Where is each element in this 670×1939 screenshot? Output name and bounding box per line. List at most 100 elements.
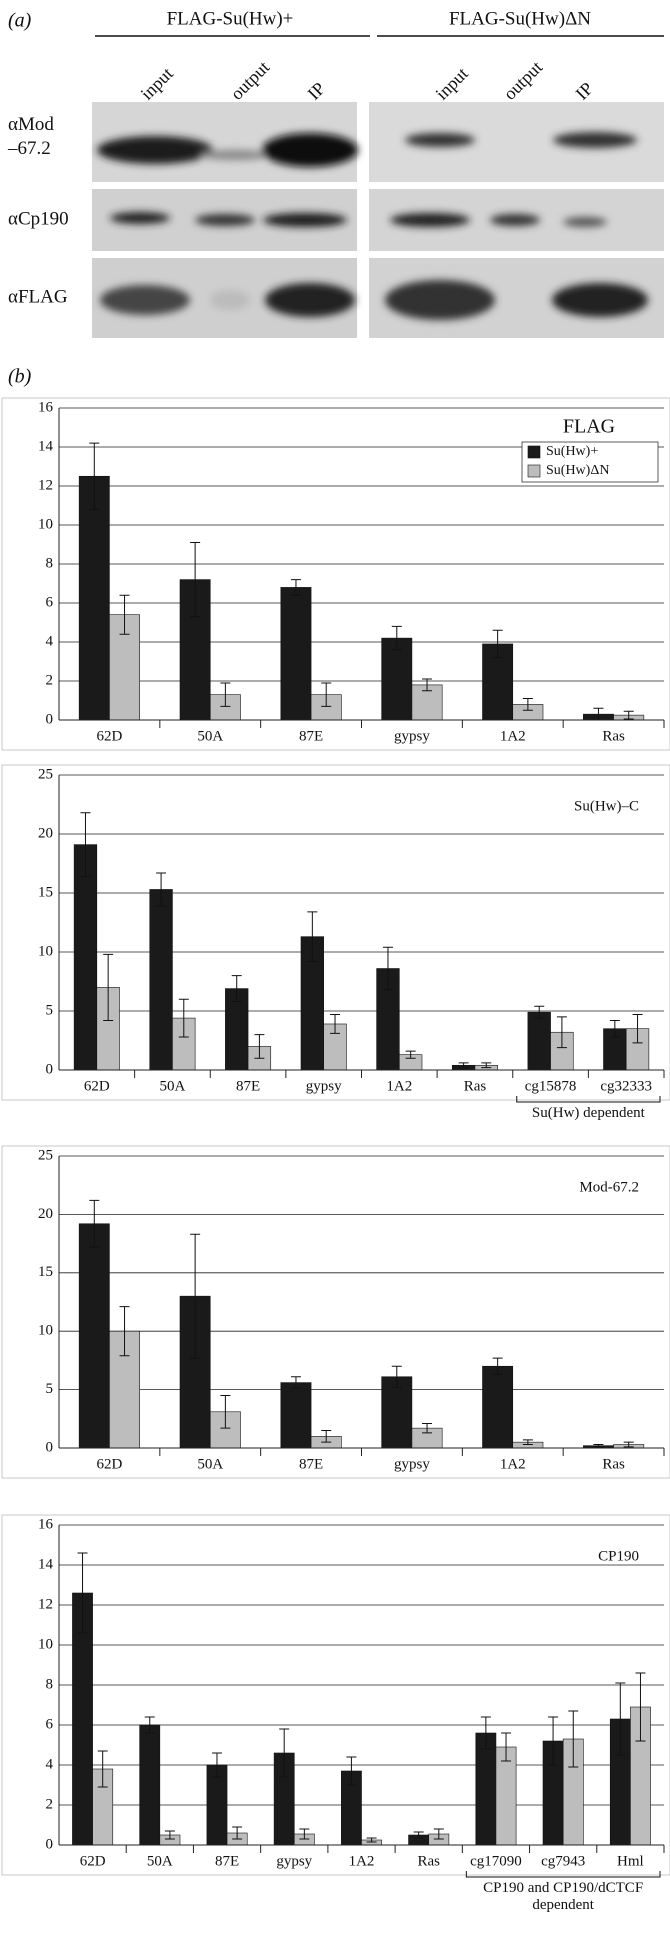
x-tick-label: gypsy xyxy=(276,1853,312,1869)
error-bar xyxy=(635,1672,646,1742)
x-tick-label: 50A xyxy=(197,1456,223,1472)
y-tick-label: 15 xyxy=(38,1264,53,1280)
lane-label: input xyxy=(137,63,177,103)
x-tick-label: 87E xyxy=(299,728,323,744)
error-bar xyxy=(232,1826,243,1840)
y-tick-label: 2 xyxy=(46,1796,54,1812)
error-bar xyxy=(254,1034,265,1059)
x-tick-label: 87E xyxy=(236,1078,260,1094)
error-bar xyxy=(190,542,201,618)
x-tick-label: 87E xyxy=(215,1853,239,1869)
y-tick-label: 6 xyxy=(46,1716,54,1732)
y-tick-label: 4 xyxy=(46,1756,54,1772)
error-bar xyxy=(279,1728,290,1778)
y-tick-label: 2 xyxy=(46,672,54,688)
y-tick-label: 0 xyxy=(46,1061,54,1077)
y-tick-label: 10 xyxy=(38,1636,53,1652)
lane-label: IP xyxy=(572,78,597,103)
group-title: FLAG-Su(Hw)+ xyxy=(167,8,294,29)
error-bar xyxy=(103,953,114,1021)
error-bar xyxy=(422,1422,433,1434)
y-tick-label: 0 xyxy=(46,711,54,727)
row-label: αFLAG xyxy=(8,286,68,307)
error-bar xyxy=(422,678,433,692)
error-bar xyxy=(382,946,393,991)
group-label: Su(Hw) dependent xyxy=(531,1105,645,1121)
error-bar xyxy=(568,1710,579,1768)
bar xyxy=(78,475,110,721)
y-tick-label: 10 xyxy=(38,1323,53,1339)
x-tick-label: 1A2 xyxy=(386,1078,412,1094)
y-tick-label: 25 xyxy=(38,766,53,782)
row-label: αCp190 xyxy=(8,208,69,229)
y-tick-label: 20 xyxy=(38,825,53,841)
error-bar xyxy=(299,1828,310,1840)
lane-label: output xyxy=(500,57,547,104)
x-tick-label: 50A xyxy=(160,1078,186,1094)
error-bar xyxy=(89,442,100,510)
x-tick-label: cg15878 xyxy=(525,1078,577,1094)
error-bar xyxy=(211,1752,222,1778)
y-tick-label: 25 xyxy=(38,1147,53,1163)
y-tick-label: 20 xyxy=(38,1206,53,1222)
error-bar xyxy=(391,625,402,651)
panel-label: (a) xyxy=(8,10,32,32)
bar xyxy=(280,1382,312,1449)
bar xyxy=(280,587,312,721)
error-bar xyxy=(492,629,503,659)
y-tick-label: 8 xyxy=(46,1676,54,1692)
error-bar xyxy=(623,710,634,720)
error-bar xyxy=(556,1016,567,1049)
bar xyxy=(78,1223,110,1449)
bar xyxy=(482,1365,514,1449)
error-bar xyxy=(480,1716,491,1750)
error-bar xyxy=(413,1831,424,1839)
legend-swatch xyxy=(527,445,541,459)
bar xyxy=(527,1011,551,1071)
bands xyxy=(97,132,648,320)
y-tick-label: 0 xyxy=(46,1439,54,1455)
chart-frame xyxy=(1,1514,670,1876)
legend-title: FLAG xyxy=(563,416,615,438)
x-tick-label: 62D xyxy=(96,728,122,744)
x-tick-label: Hml xyxy=(617,1853,644,1869)
panel-a: (a) FLAG-Su(Hw)+ FLAG-Su(Hw)ΔN input out… xyxy=(7,8,664,338)
y-tick-label: 0 xyxy=(46,1836,54,1852)
group-label: CP190 and CP190/dCTCF dependent xyxy=(483,1880,644,1913)
error-bar xyxy=(458,1062,469,1069)
error-bar xyxy=(119,1306,130,1357)
error-bar xyxy=(632,1014,643,1044)
error-bar xyxy=(77,1552,88,1634)
legend-label: Su(Hw)ΔN xyxy=(546,463,609,478)
y-tick-label: 14 xyxy=(38,438,54,454)
bar xyxy=(139,1724,161,1846)
x-tick-label: 62D xyxy=(84,1078,110,1094)
error-bar xyxy=(144,1716,155,1734)
x-tick-label: 87E xyxy=(299,1456,323,1472)
annotation: Su(Hw)–C xyxy=(574,798,639,814)
error-bar xyxy=(80,812,91,877)
lane-label: output xyxy=(227,57,274,104)
x-tick-label: Ras xyxy=(602,728,625,744)
bar xyxy=(475,1732,497,1846)
error-bar xyxy=(548,1716,559,1766)
error-bar xyxy=(290,579,301,596)
legend-box xyxy=(521,441,659,483)
y-tick-label: 16 xyxy=(38,1516,54,1532)
x-tick-label: 1A2 xyxy=(349,1853,375,1869)
chart-frame xyxy=(1,397,670,751)
error-bar xyxy=(481,1062,492,1069)
x-tick-label: cg32333 xyxy=(600,1078,652,1094)
chart-frame xyxy=(1,1145,670,1479)
x-tick-label: cg17090 xyxy=(470,1853,522,1869)
error-bar xyxy=(231,975,242,1003)
x-tick-label: Ras xyxy=(464,1078,487,1094)
row-label: αMod –67.2 xyxy=(7,114,54,159)
y-tick-label: 10 xyxy=(38,516,53,532)
error-bar xyxy=(156,872,167,907)
legend-label: Su(Hw)+ xyxy=(546,444,598,459)
x-tick-label: 1A2 xyxy=(500,1456,526,1472)
error-bar xyxy=(346,1756,357,1786)
